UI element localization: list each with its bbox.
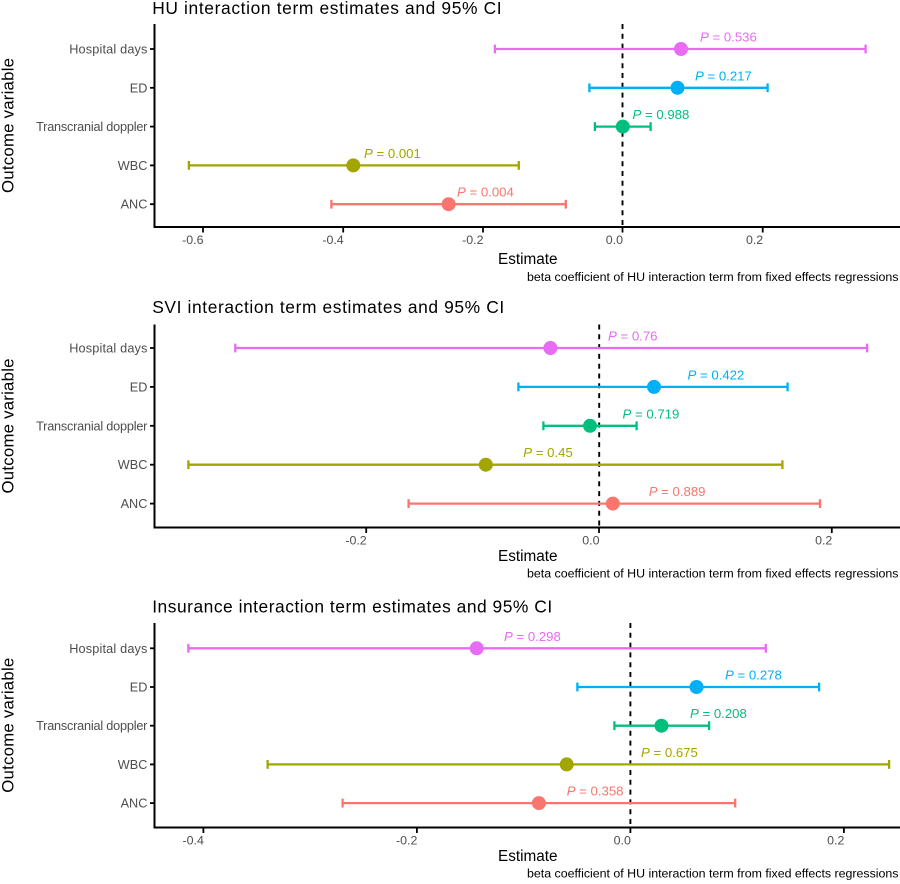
svg-text:SVI interaction term estimates: SVI interaction term estimates and 95% C… bbox=[152, 297, 504, 317]
svg-text:Estimate: Estimate bbox=[498, 548, 558, 565]
svg-text:-0.6: -0.6 bbox=[182, 233, 203, 247]
svg-text:P = 0.298: P = 0.298 bbox=[504, 629, 561, 644]
svg-text:Transcranial doppler: Transcranial doppler bbox=[36, 419, 148, 433]
svg-text:beta coefficient of HU interac: beta coefficient of HU interaction term … bbox=[527, 567, 899, 581]
svg-text:-0.2: -0.2 bbox=[345, 534, 366, 548]
svg-text:P = 0.76: P = 0.76 bbox=[608, 329, 658, 344]
svg-text:ANC: ANC bbox=[121, 497, 148, 511]
svg-text:WBC: WBC bbox=[118, 159, 148, 173]
svg-text:Transcranial doppler: Transcranial doppler bbox=[36, 120, 148, 134]
svg-text:-0.2: -0.2 bbox=[462, 233, 483, 247]
svg-text:0.0: 0.0 bbox=[614, 834, 631, 848]
svg-text:beta coefficient of HU interac: beta coefficient of HU interaction term … bbox=[527, 867, 899, 881]
svg-text:0.2: 0.2 bbox=[746, 233, 763, 247]
svg-text:Outcome variable: Outcome variable bbox=[0, 359, 18, 494]
svg-text:P = 0.719: P = 0.719 bbox=[623, 406, 680, 421]
svg-text:Estimate: Estimate bbox=[498, 848, 558, 865]
svg-text:ED: ED bbox=[130, 81, 148, 95]
svg-text:P = 0.004: P = 0.004 bbox=[457, 185, 514, 200]
svg-text:0.0: 0.0 bbox=[582, 534, 599, 548]
svg-text:P = 0.988: P = 0.988 bbox=[633, 107, 690, 122]
svg-text:0.2: 0.2 bbox=[827, 834, 844, 848]
svg-text:ANC: ANC bbox=[121, 198, 148, 212]
svg-text:P = 0.675: P = 0.675 bbox=[641, 745, 698, 760]
svg-text:WBC: WBC bbox=[118, 758, 148, 772]
svg-text:-0.4: -0.4 bbox=[183, 834, 204, 848]
svg-text:ANC: ANC bbox=[121, 797, 148, 811]
svg-text:P = 0.217: P = 0.217 bbox=[695, 68, 752, 83]
svg-text:P = 0.422: P = 0.422 bbox=[688, 367, 745, 382]
svg-text:WBC: WBC bbox=[118, 458, 148, 472]
svg-text:P = 0.278: P = 0.278 bbox=[725, 668, 782, 683]
svg-text:0.2: 0.2 bbox=[815, 534, 832, 548]
svg-text:Outcome variable: Outcome variable bbox=[0, 658, 18, 793]
svg-text:P = 0.889: P = 0.889 bbox=[649, 484, 706, 499]
svg-text:Insurance interaction term est: Insurance interaction term estimates and… bbox=[152, 597, 552, 617]
svg-text:Estimate: Estimate bbox=[498, 251, 558, 268]
svg-text:beta coefficient of HU interac: beta coefficient of HU interaction term … bbox=[527, 270, 899, 284]
svg-text:Hospital days: Hospital days bbox=[69, 342, 147, 356]
svg-text:Transcranial doppler: Transcranial doppler bbox=[36, 719, 148, 733]
svg-text:0.0: 0.0 bbox=[606, 233, 623, 247]
svg-text:P = 0.208: P = 0.208 bbox=[690, 706, 747, 721]
svg-text:Hospital days: Hospital days bbox=[69, 43, 147, 57]
svg-text:ED: ED bbox=[130, 380, 148, 394]
svg-text:P = 0.358: P = 0.358 bbox=[567, 784, 624, 799]
svg-text:HU interaction term estimates: HU interaction term estimates and 95% CI bbox=[152, 0, 501, 18]
svg-text:P = 0.536: P = 0.536 bbox=[700, 30, 757, 45]
svg-text:-0.2: -0.2 bbox=[396, 834, 417, 848]
svg-text:Hospital days: Hospital days bbox=[69, 642, 147, 656]
svg-text:-0.4: -0.4 bbox=[322, 233, 343, 247]
svg-text:P = 0.45: P = 0.45 bbox=[523, 445, 573, 460]
svg-text:P = 0.001: P = 0.001 bbox=[364, 146, 421, 161]
svg-text:ED: ED bbox=[130, 681, 148, 695]
svg-text:Outcome variable: Outcome variable bbox=[0, 58, 18, 193]
